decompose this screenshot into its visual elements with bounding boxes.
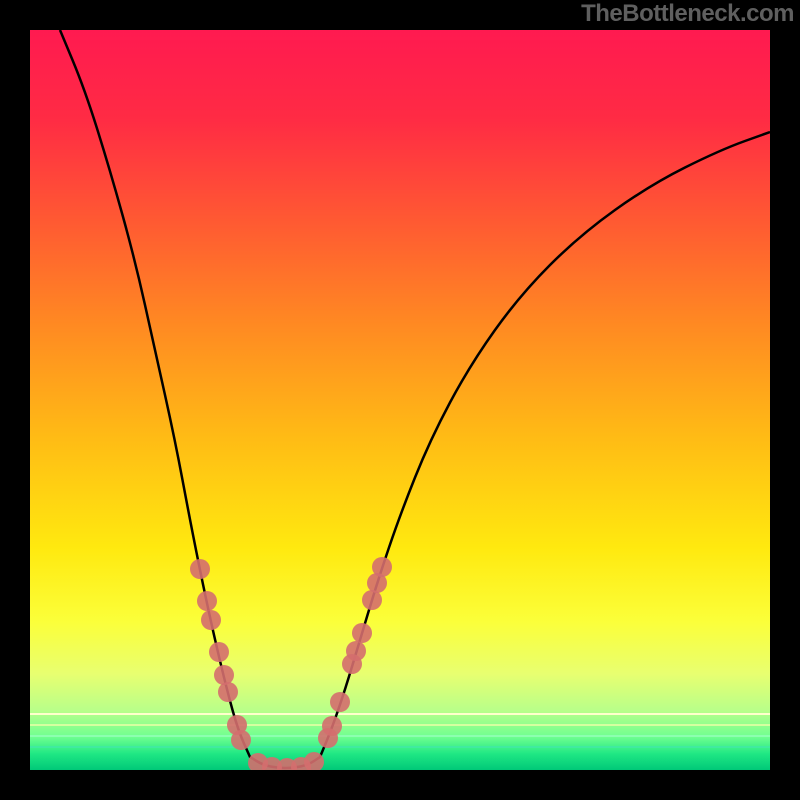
accent-band [30, 713, 770, 715]
watermark-text: TheBottleneck.com [581, 0, 794, 28]
accent-band [30, 735, 770, 737]
data-marker [304, 752, 324, 772]
data-marker [190, 559, 210, 579]
data-marker [372, 557, 392, 577]
data-marker [362, 590, 382, 610]
data-marker [197, 591, 217, 611]
data-marker [201, 610, 221, 630]
data-marker [346, 641, 366, 661]
data-marker [330, 692, 350, 712]
data-marker [218, 682, 238, 702]
data-marker [352, 623, 372, 643]
chart-container: TheBottleneck.com [0, 0, 800, 800]
data-marker [209, 642, 229, 662]
data-marker [231, 730, 251, 750]
data-marker [214, 665, 234, 685]
accent-band [30, 724, 770, 726]
gradient-background [30, 30, 770, 770]
accent-band [30, 746, 770, 748]
data-marker [322, 716, 342, 736]
bottleneck-chart [0, 0, 800, 800]
